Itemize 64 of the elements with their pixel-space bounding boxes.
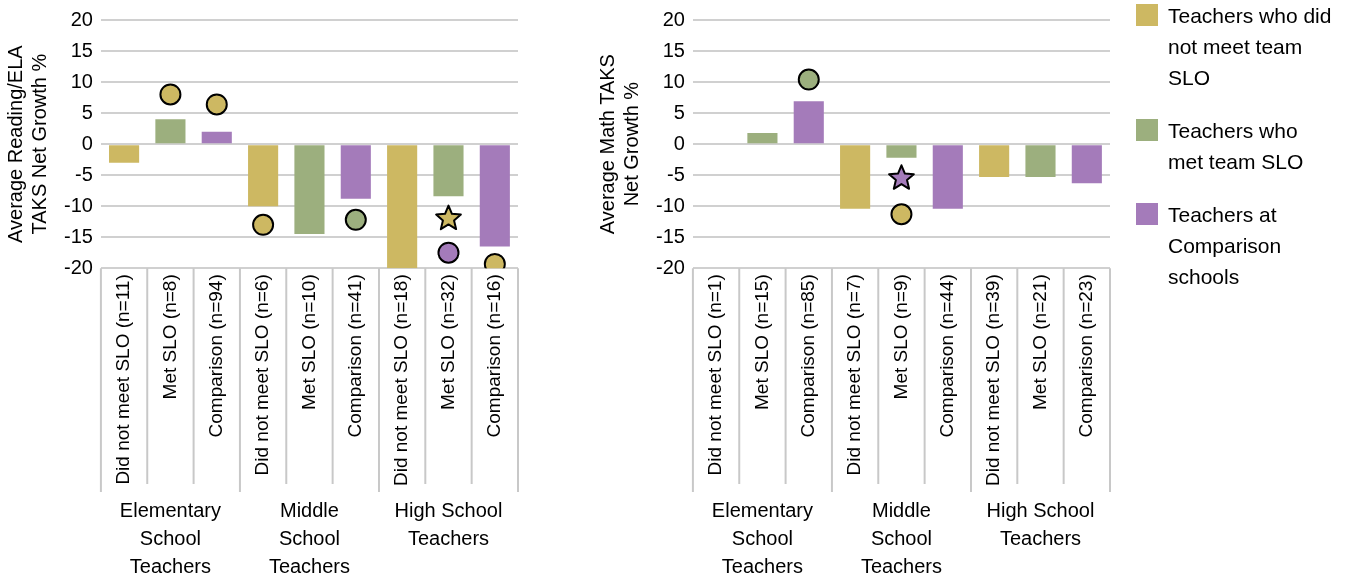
x-tick-label: Did not meet SLO (n=11) <box>112 274 134 485</box>
bar <box>1071 145 1102 184</box>
bar <box>793 101 824 144</box>
text: Middle School Teachers <box>859 498 944 579</box>
x-tick-label: Did not meet SLO (n=18) <box>390 274 412 486</box>
legend-label: Teachers who met team SLO <box>1168 118 1305 175</box>
x-tick-label: Comparison (n=44) <box>936 274 958 438</box>
bar <box>886 145 917 158</box>
text: High School Teachers <box>985 498 1096 551</box>
y-tick-label: 15 <box>662 38 685 61</box>
bar <box>433 145 464 197</box>
bar <box>155 119 186 144</box>
bar <box>340 145 371 199</box>
y-axis-title: Average Math TAKS Net Growth % <box>595 54 642 235</box>
x-tick-label: Met SLO (n=32) <box>436 274 458 410</box>
x-tick-label: Comparison (n=94) <box>205 274 226 438</box>
legend-label: Teachers who did not meet team SLO <box>1168 3 1333 91</box>
x-tick-label: Did not meet SLO (n=39) <box>982 274 1004 486</box>
y-tick-label: 15 <box>70 38 93 61</box>
bar <box>387 145 418 269</box>
bar <box>479 145 510 247</box>
y-tick-label: 20 <box>662 7 685 30</box>
y-tick-label: -15 <box>656 224 685 247</box>
x-tick-label: Comparison (n=23) <box>1075 274 1097 438</box>
text: Elementary School Teachers <box>710 498 814 579</box>
y-tick-label: 5 <box>673 100 685 123</box>
y-tick-label: -10 <box>656 193 685 216</box>
y-tick-label: -5 <box>75 162 93 185</box>
bar <box>932 145 963 209</box>
y-tick-label: -15 <box>64 224 93 247</box>
x-tick-label: Met SLO (n=15) <box>750 274 772 410</box>
y-tick-label: 5 <box>81 100 93 123</box>
x-tick-label: Met SLO (n=9) <box>889 274 911 400</box>
x-tick-label: Met SLO (n=8) <box>158 274 180 400</box>
x-tick-label: Comparison (n=41) <box>344 274 366 438</box>
x-tick-label: Did not meet SLO (n=6) <box>251 274 273 476</box>
x-tick-label: Met SLO (n=10) <box>297 274 319 410</box>
y-tick-label: -20 <box>64 255 93 278</box>
bar <box>840 145 871 209</box>
bar <box>109 145 140 163</box>
y-tick-label: 10 <box>662 69 685 92</box>
x-tick-label: Did not meet SLO (n=1) <box>704 274 726 476</box>
x-tick-label: Did not meet SLO (n=7) <box>843 274 865 476</box>
legend-label: Teachers at Comparison schools <box>1168 202 1283 290</box>
text: Elementary School Teachers <box>118 498 222 579</box>
bar <box>248 145 279 207</box>
bar <box>747 132 778 144</box>
y-tick-label: 10 <box>70 69 93 92</box>
y-tick-label: -20 <box>656 255 685 278</box>
y-tick-label: -5 <box>667 162 685 185</box>
bar <box>201 131 232 144</box>
x-tick-label: Met SLO (n=21) <box>1028 274 1050 410</box>
x-tick-label: Comparison (n=16) <box>483 274 505 438</box>
y-tick-label: 0 <box>673 131 685 154</box>
y-tick-label: 0 <box>81 131 93 154</box>
x-tick-label: Comparison (n=85) <box>797 274 818 438</box>
bar <box>294 145 325 235</box>
y-tick-label: -10 <box>64 193 93 216</box>
text: Middle School Teachers <box>267 498 352 579</box>
bar <box>979 145 1010 178</box>
y-axis-title: Average Reading/ELA TAKS Net Growth % <box>3 44 50 243</box>
text: High School Teachers <box>393 498 504 551</box>
bar <box>1025 145 1056 178</box>
y-tick-label: 20 <box>70 7 93 30</box>
